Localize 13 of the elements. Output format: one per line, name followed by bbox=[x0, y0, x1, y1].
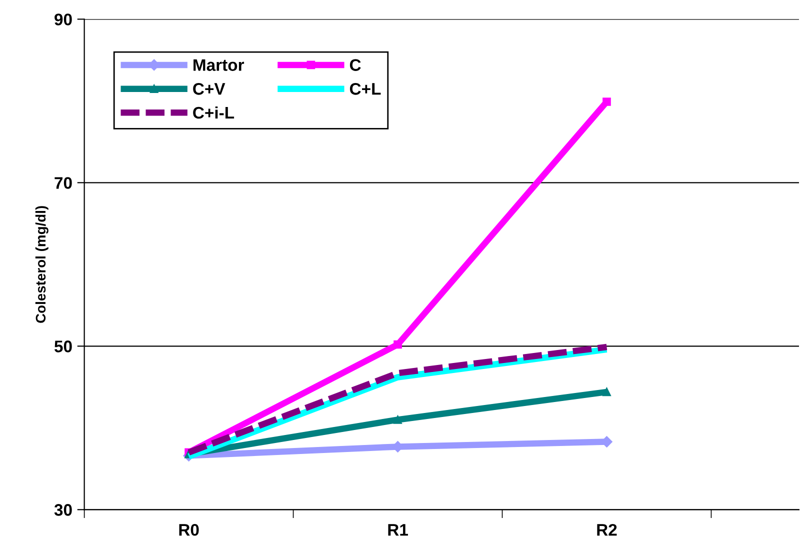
y-tick-label: 50 bbox=[54, 340, 72, 352]
y-tick-label: 30 bbox=[54, 504, 72, 516]
y-tick-label: 70 bbox=[54, 177, 72, 189]
legend-label: C bbox=[350, 59, 361, 71]
y-tick-label: 90 bbox=[54, 14, 72, 26]
x-tick-label: R0 bbox=[179, 524, 199, 536]
y-axis-title: Colesterol (mg/dl) bbox=[35, 206, 48, 323]
legend-label: Martor bbox=[194, 59, 244, 71]
x-tick-label: R1 bbox=[388, 524, 408, 536]
legend-label: C+L bbox=[350, 83, 381, 95]
x-tick-label: R2 bbox=[597, 524, 617, 536]
legend-label: C+i-L bbox=[193, 106, 234, 119]
legend-label: C+V bbox=[193, 83, 226, 95]
